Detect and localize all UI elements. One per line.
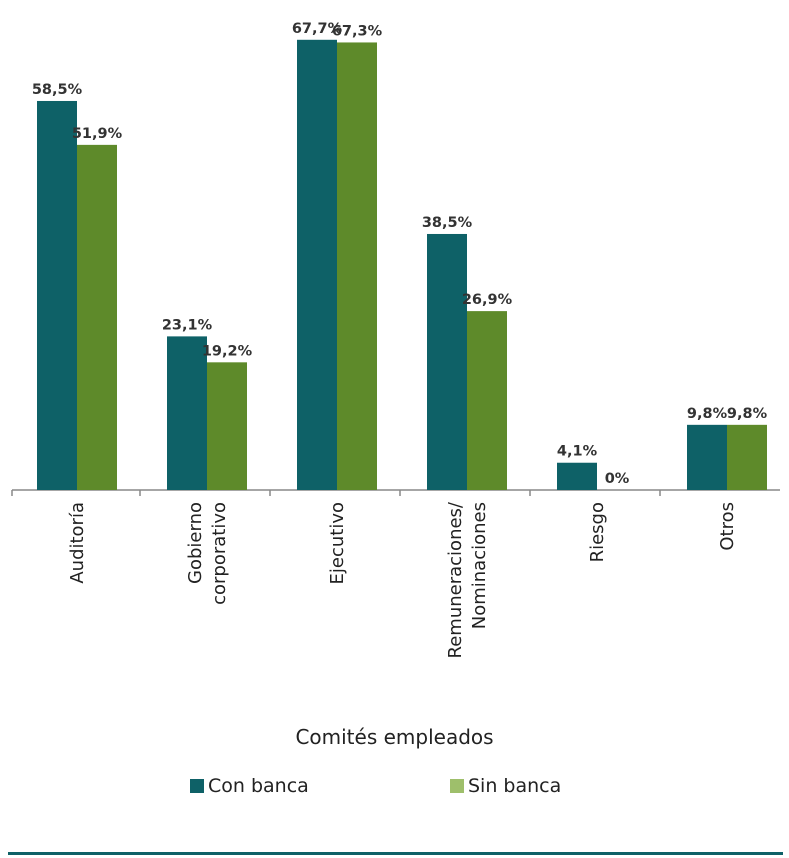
bar-con-banca: [167, 336, 207, 490]
bar-con-banca: [557, 462, 597, 490]
data-label: 9,8%: [727, 406, 768, 422]
category-label: Remuneraciones/: [445, 501, 466, 658]
legend-item-con-banca: Con banca: [190, 775, 309, 797]
category-label: Gobierno: [185, 502, 206, 584]
bar-sin-banca: [727, 424, 767, 490]
category-label: Riesgo: [587, 502, 608, 562]
legend-item-sin-banca: Sin banca: [450, 775, 561, 797]
value-labels-group: 58,5% 51,9% 23,1% 19,2% 67,7%67,3% 38,5% 26,9%…: [32, 21, 768, 487]
x-axis-ticks: [11, 490, 661, 496]
data-label: 0%: [605, 471, 630, 487]
bar-sin-banca: [467, 311, 507, 490]
bar-con-banca: [297, 39, 337, 491]
legend-swatch-con-banca: [190, 779, 204, 793]
bar-sin-banca: [77, 144, 117, 491]
data-label: 51,9%: [72, 126, 123, 142]
bottom-rule: [8, 852, 783, 855]
bars-group: [37, 39, 767, 491]
data-label: 9,8%: [687, 406, 728, 422]
legend-swatch-sin-banca: [450, 779, 464, 793]
category-labels-group: Auditoría Gobierno corporativo Ejecutivo Rem…: [67, 501, 738, 658]
category-label: Auditoría: [67, 502, 88, 584]
category-label: Otros: [717, 502, 738, 551]
category-label: corporativo: [209, 502, 230, 605]
bar-sin-banca: [337, 42, 377, 491]
bar-sin-banca: [207, 362, 247, 490]
x-axis-title: Comités empleados: [295, 725, 494, 749]
data-label: 26,9%: [462, 292, 513, 308]
bar-con-banca: [687, 424, 727, 490]
bar-chart: 58,5% 51,9% 23,1% 19,2% 67,7%67,3% 38,5% 26,9%…: [11, 21, 780, 658]
data-label: 58,5%: [32, 82, 83, 98]
data-label: 19,2%: [202, 343, 253, 359]
bar-con-banca: [37, 100, 77, 490]
data-label: 23,1%: [162, 317, 213, 333]
bar-con-banca: [427, 233, 467, 490]
data-label: 38,5%: [422, 215, 473, 231]
data-label: 67,3%: [332, 23, 383, 39]
data-label: 4,1%: [557, 444, 598, 460]
category-label: Ejecutivo: [327, 502, 348, 584]
legend-label-con-banca: Con banca: [208, 775, 309, 797]
legend: Con banca Sin banca: [190, 775, 750, 803]
data-label: 67,7%: [292, 21, 343, 37]
category-label: Nominaciones: [469, 502, 490, 629]
legend-label-sin-banca: Sin banca: [468, 775, 562, 797]
